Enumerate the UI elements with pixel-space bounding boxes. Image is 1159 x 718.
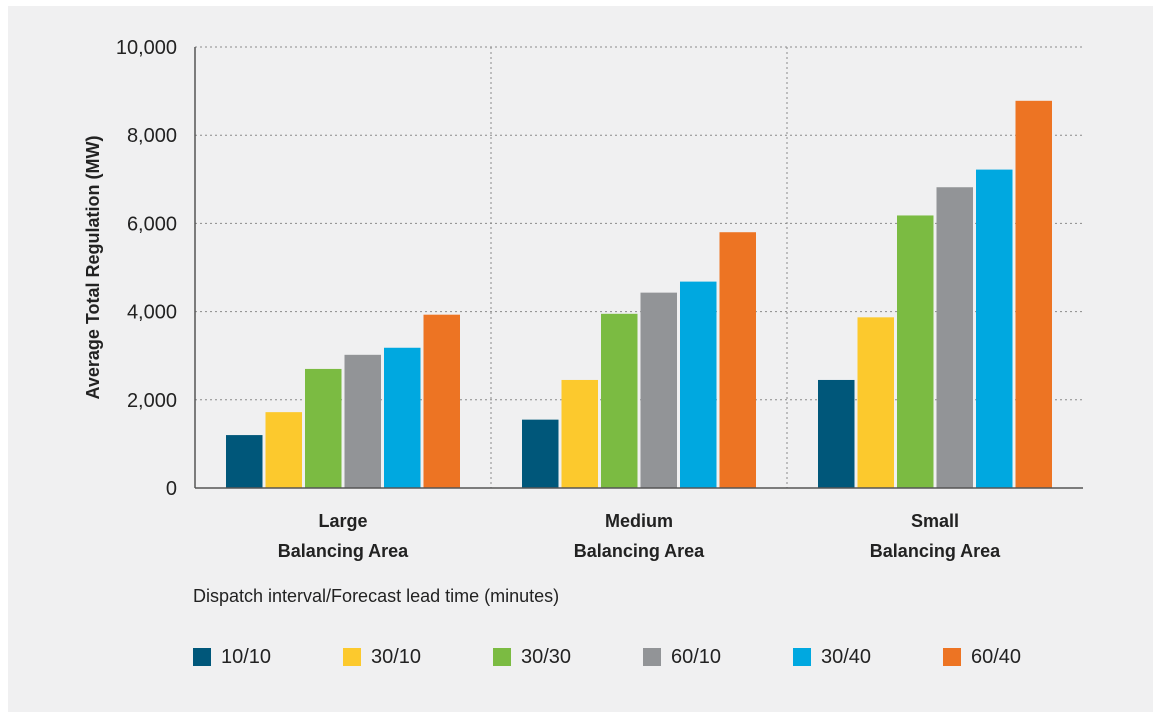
category-label: Balancing Area [574,541,705,561]
legend-label: 10/10 [221,645,272,668]
y-tick-label: 0 [166,478,177,500]
category-label: Large [318,511,367,531]
legend-item: 10/10 [193,644,271,670]
category-label: Medium [605,511,673,531]
y-tick-label: 2,000 [127,390,177,412]
legend-swatch [193,648,211,666]
legend-label: 60/10 [671,645,722,668]
bar-60-40-3 [1015,100,1052,488]
legend-swatch [343,648,361,666]
category-label: Small [911,511,959,531]
y-tick-label: 4,000 [127,302,177,324]
legend-label: 60/40 [971,645,1022,668]
legend: 10/10 30/10 30/30 60/10 30/40 60/40 [193,644,1093,670]
legend-swatch [493,648,511,666]
bar-60-10-2 [640,292,677,488]
legend-item: 60/10 [643,644,721,670]
legend-swatch [643,648,661,666]
legend-label: 30/10 [371,645,422,668]
category-label: Balancing Area [278,541,409,561]
bar-60-40-1 [423,314,460,488]
legend-label: 30/30 [521,645,572,668]
bar-60-40-2 [719,232,756,488]
legend-title: Dispatch interval/Forecast lead time (mi… [193,586,560,606]
bar-30-40-3 [976,169,1013,488]
legend-item: 30/40 [793,644,871,670]
legend-item: 60/40 [943,644,1021,670]
legend-swatch [943,648,961,666]
category-label: Balancing Area [870,541,1001,561]
bar-30-10-2 [561,379,598,488]
bar-30-30-2 [601,313,638,488]
bar-60-10-3 [936,187,973,488]
legend-swatch [793,648,811,666]
y-tick-label: 8,000 [127,125,177,147]
bar-10-10-3 [818,379,855,488]
legend-label: 30/40 [821,645,872,668]
legend-item: 30/10 [343,644,421,670]
y-tick-label: 10,000 [116,37,177,59]
bar-10-10-2 [522,419,559,488]
y-axis-label: Average Total Regulation (MW) [83,135,103,399]
bar-30-40-2 [680,281,717,488]
bar-30-10-1 [265,412,302,488]
bar-30-10-3 [857,317,894,488]
bar-30-40-1 [384,347,421,488]
y-tick-label: 6,000 [127,213,177,235]
bar-30-30-1 [305,368,342,488]
bar-60-10-1 [344,354,381,488]
bar-10-10-1 [226,435,263,488]
legend-item: 30/30 [493,644,571,670]
bar-30-30-3 [897,215,934,488]
